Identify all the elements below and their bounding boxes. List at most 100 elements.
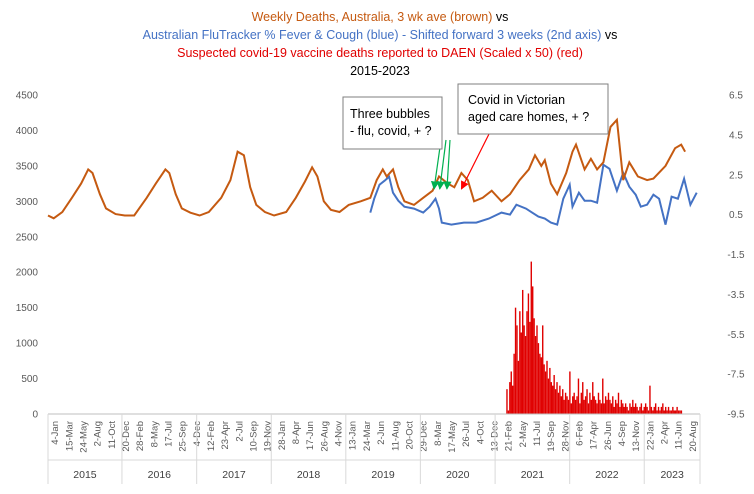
y-right-tick-label: 0.5: [729, 210, 743, 221]
daen-bar: [534, 336, 537, 414]
year-label: 2021: [521, 469, 545, 481]
x-tick-label: 20-Oct: [404, 421, 415, 450]
daen-bar: [597, 392, 600, 414]
x-tick-label: 4-Oct: [475, 421, 486, 445]
x-tick-label: 4-Sep: [617, 421, 628, 446]
x-tick-label: 2-Aug: [93, 421, 104, 446]
y-right-tick-label: -7.5: [727, 370, 745, 381]
x-tick-label: 29-Dec: [419, 421, 430, 452]
daen-bar: [526, 311, 528, 414]
annotation-text: Three bubbles: [350, 107, 430, 121]
x-tick-label: 4-Dec: [192, 421, 203, 447]
annotation-text: - flu, covid, + ?: [350, 124, 432, 138]
x-tick-label: 26-Aug: [319, 421, 330, 452]
daen-bar: [507, 410, 510, 414]
daen-bar: [552, 385, 554, 414]
daen-bar: [637, 410, 640, 414]
x-tick-label: 21-Feb: [504, 421, 515, 451]
x-tick-label: 2-Jul: [234, 421, 245, 442]
x-tick-label: 24-Mar: [362, 421, 373, 451]
daen-bar: [603, 403, 605, 414]
daen-bar: [672, 406, 674, 414]
daen-bar: [537, 343, 540, 414]
x-tick-label: 11-Jul: [532, 421, 543, 446]
daen-bar: [557, 392, 560, 414]
daen-bar: [640, 403, 643, 414]
title-line-3: Suspected covid-19 vaccine deaths report…: [177, 46, 583, 60]
y-left-tick-label: 4500: [16, 91, 39, 102]
x-tick-label: 24-May: [78, 421, 89, 453]
daen-bar: [593, 396, 595, 414]
x-tick-label: 26-Jun: [603, 421, 614, 450]
daen-bar: [660, 406, 663, 414]
x-tick-label: 4-Jan: [50, 421, 61, 445]
daen-bar: [657, 406, 660, 414]
daen-bar: [569, 371, 571, 414]
daen-bar: [609, 399, 611, 414]
x-tick-label: 11-Oct: [107, 421, 118, 449]
daen-bar: [676, 406, 678, 414]
daen-bar: [543, 364, 545, 414]
daen-bar: [564, 392, 567, 414]
daen-bar: [626, 406, 628, 414]
daen-bar: [533, 318, 535, 414]
y-left-tick-label: 1000: [16, 339, 39, 350]
x-tick-label: 6-Feb: [575, 421, 586, 446]
x-tick-label: 17-Apr: [589, 421, 600, 450]
daen-bar: [649, 385, 651, 414]
daen-bar: [647, 410, 650, 414]
daen-bar: [579, 403, 581, 414]
daen-bar: [643, 406, 645, 414]
daen-bar: [527, 293, 530, 414]
x-tick-label: 2-May: [518, 421, 529, 448]
y-left-tick-label: 3500: [16, 161, 39, 172]
x-tick-label: 28-Jan: [277, 421, 288, 450]
x-tick-label: 17-Jul: [163, 421, 174, 447]
daen-bar: [592, 382, 594, 414]
x-tick-label: 15-Mar: [64, 421, 75, 451]
y-right-tick-label: 4.5: [729, 130, 743, 141]
daen-bar: [596, 403, 598, 414]
daen-bar: [577, 378, 580, 414]
daen-bar: [542, 325, 544, 414]
daen-bar: [624, 403, 627, 414]
year-label: 2015: [73, 469, 97, 481]
daen-bar: [650, 406, 653, 414]
x-tick-label: 2-Jun: [376, 421, 387, 445]
daen-bar: [602, 378, 604, 414]
daen-bar: [642, 410, 644, 414]
x-tick-label: 13-Jan: [348, 421, 359, 450]
x-tick-label: 20-Aug: [688, 421, 699, 452]
annotation-arrow: [443, 139, 452, 190]
daen-bar: [539, 353, 541, 414]
annotation-arrow: [460, 131, 491, 190]
daen-bar: [554, 389, 557, 414]
y-right-tick-label: -9.5: [727, 410, 745, 421]
daen-bar: [594, 399, 597, 414]
daen-bar: [509, 382, 511, 414]
daen-bar: [586, 389, 588, 414]
title-line-1: Weekly Deaths, Australia, 3 wk ave (brow…: [252, 10, 509, 24]
daen-bar: [627, 410, 630, 414]
x-tick-label: 13-Nov: [631, 421, 642, 452]
daen-bar: [567, 399, 570, 414]
y-left-tick-label: 2000: [16, 268, 39, 279]
daen-bar: [673, 410, 675, 414]
daen-bar: [549, 367, 551, 414]
daen-bar: [644, 403, 647, 414]
daen-bar: [560, 396, 563, 414]
daen-bar: [674, 410, 677, 414]
daen-bar: [607, 392, 610, 414]
daen-bar: [652, 410, 654, 414]
daen-bar: [530, 261, 532, 414]
y-left-tick-label: 4000: [16, 126, 39, 137]
daen-bar: [606, 399, 608, 414]
daen-bar: [583, 399, 585, 414]
daen-bar: [612, 396, 614, 414]
annotations: Three bubbles - flu, covid, + ? Covid in V…: [342, 83, 609, 190]
daen-bar: [520, 332, 522, 414]
daen-bar: [663, 410, 665, 414]
x-tick-label: 12-Feb: [206, 421, 217, 451]
daen-bar: [680, 410, 683, 414]
x-tick-label: 17-May: [447, 421, 458, 453]
